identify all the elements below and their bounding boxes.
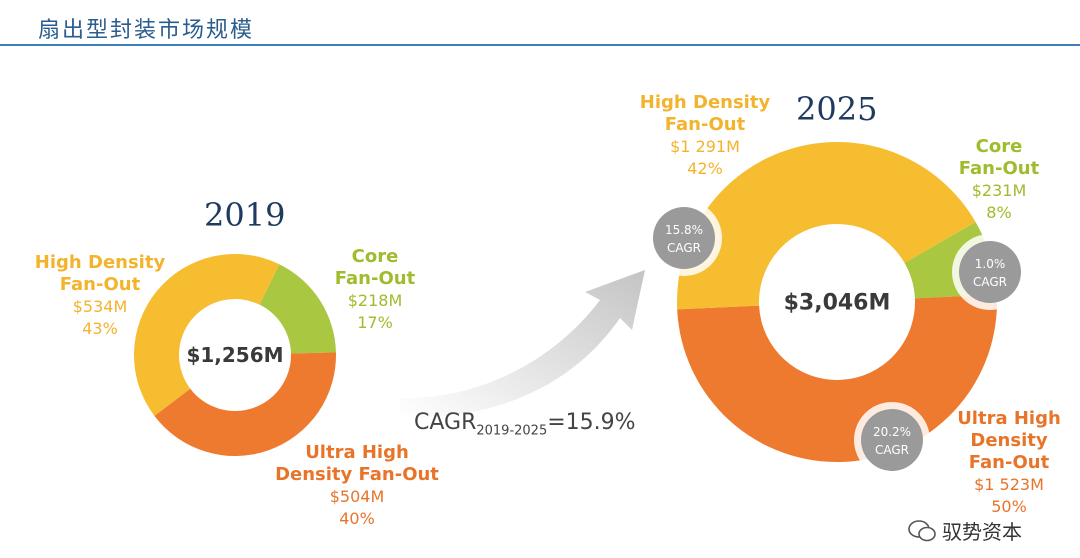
wechat-icon (908, 519, 936, 541)
donut-2019: $1,256M (134, 254, 336, 456)
cagr-badge-text-ultra_high: 20.2% (873, 425, 911, 439)
watermark: 驭势资本 (908, 516, 1022, 545)
overall-cagr: CAGR2019-2025=15.9% (414, 410, 636, 439)
slice-2019-high_density (134, 254, 280, 416)
label-2019-core: Core Fan-Out $218M 17% (334, 246, 416, 332)
cagr-badge-high_density (653, 207, 715, 269)
growth-arrow (400, 270, 645, 419)
label-2025-high-density: High Density Fan-Out $1 291M 42% (639, 92, 771, 178)
year-2019: 2019 (204, 196, 286, 234)
year-2025: 2025 (796, 90, 878, 128)
slice-2025-high_density (676, 141, 976, 310)
watermark-text: 驭势资本 (942, 520, 1022, 544)
slice-2019-core (259, 264, 336, 354)
cagr-badge-text-high_density: 15.8% (665, 223, 703, 237)
label-2025-ultra-high: Ultra High Density Fan-Out $1 523M 50% (957, 408, 1061, 516)
label-2019-high-density: High Density Fan-Out $534M 43% (34, 252, 166, 338)
slice-2019-ultra_high (154, 352, 336, 456)
cagr-badge-ultra_high (861, 409, 923, 471)
page-title: 扇出型封装市场规模 (38, 18, 255, 43)
total-2025: $3,046M (784, 291, 891, 316)
cagr-badges-2025: 15.8% CAGR 1.0% CAGR 20.2% CAGR (646, 200, 1028, 478)
cagr-badge-text-high_density: CAGR (667, 241, 701, 255)
label-2025-core: Core Fan-Out $231M 8% (958, 136, 1040, 222)
cagr-badge-text-ultra_high: CAGR (875, 443, 909, 457)
cagr-badge-core (959, 241, 1021, 303)
cagr-badge-text-core: CAGR (973, 275, 1007, 289)
title-divider (0, 44, 1080, 46)
cagr-badge-text-core: 1.0% (975, 257, 1006, 271)
total-2019: $1,256M (186, 343, 283, 367)
label-2019-ultra-high: Ultra High Density Fan-Out $504M 40% (275, 442, 439, 528)
